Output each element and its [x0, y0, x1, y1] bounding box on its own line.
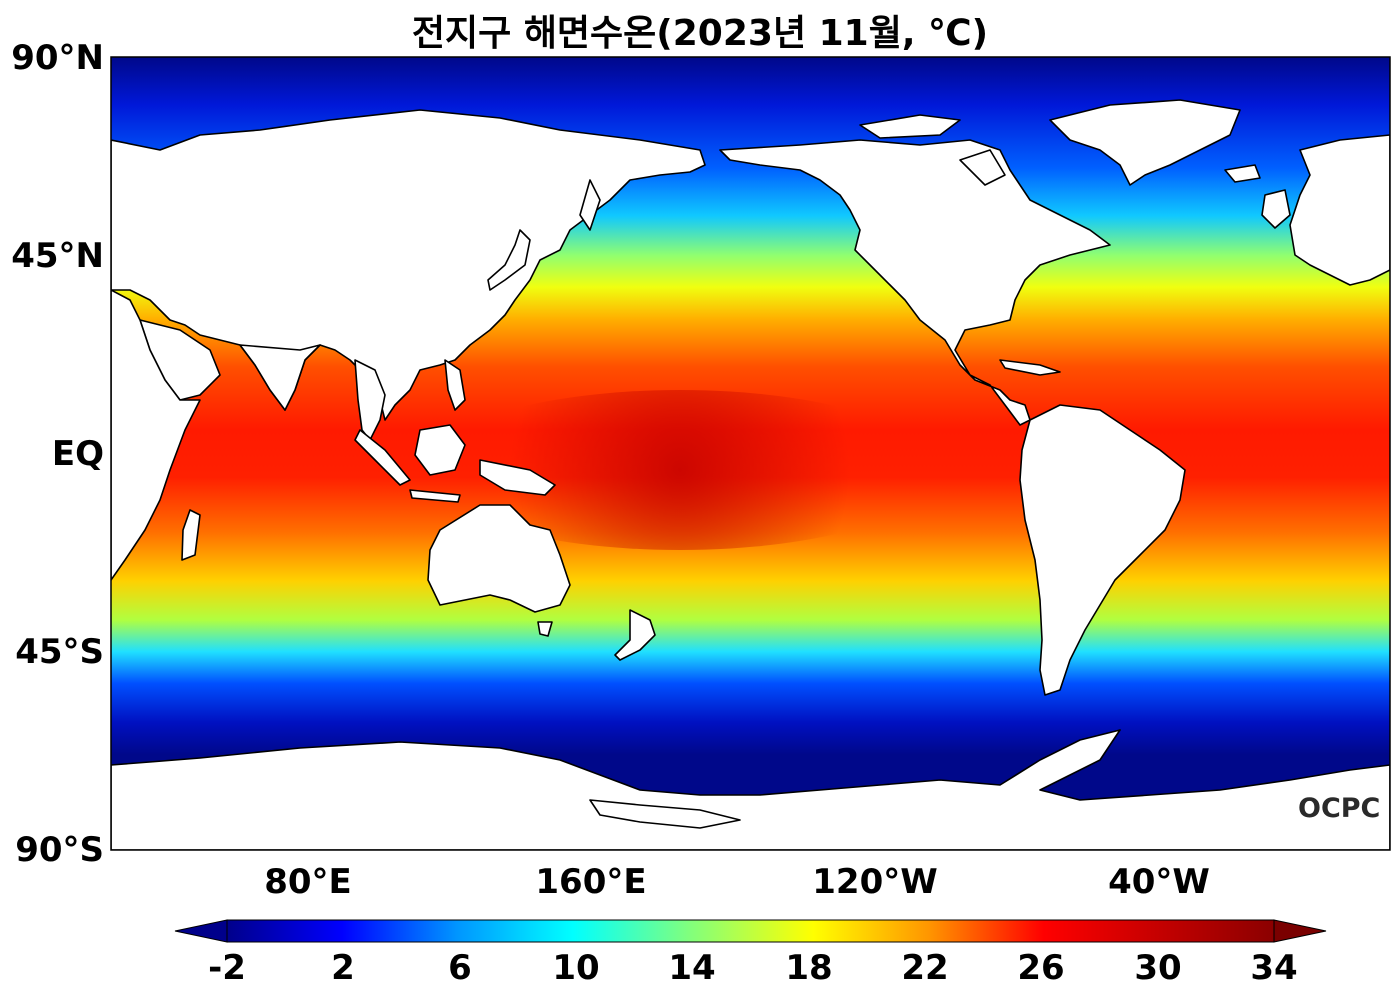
landmass-australia	[427, 504, 571, 613]
colorbar-tick: 22	[901, 948, 949, 988]
colorbar-max-arrow	[1273, 919, 1327, 943]
colorbar-tick: 18	[785, 948, 833, 988]
landmass-india	[239, 344, 321, 411]
landmass-japan	[487, 229, 531, 291]
landmass-europe	[1289, 134, 1390, 286]
lat-label-45n: 45°N	[11, 236, 104, 276]
ocpc-logo: OCPC	[1298, 793, 1381, 824]
colorbar-tick: 34	[1250, 948, 1298, 988]
landmass-greenland	[1049, 99, 1241, 186]
map-frame	[110, 56, 1391, 851]
land-masses	[111, 99, 1390, 850]
landmass-north-america	[719, 139, 1111, 426]
lat-label-90n: 90°N	[11, 38, 104, 78]
colorbar-tick: 2	[331, 948, 355, 988]
colorbar-tick: 26	[1017, 948, 1065, 988]
colorbar-body	[226, 919, 1275, 943]
landmass-new-zealand	[614, 609, 656, 661]
colorbar	[174, 919, 1327, 943]
lon-label-160e: 160°E	[535, 862, 647, 902]
landmass-antarctica	[111, 729, 1390, 850]
lat-label-eq: EQ	[51, 434, 104, 474]
colorbar-tick: 10	[552, 948, 600, 988]
colorbar-tick: 6	[448, 948, 472, 988]
map-title: 전지구 해면수온(2023년 11월, ℃)	[411, 13, 989, 54]
colorbar-tick: 14	[668, 948, 716, 988]
colorbar-tick: -2	[208, 948, 246, 988]
lon-label-120w: 120°W	[812, 862, 938, 902]
lat-label-45s: 45°S	[15, 632, 104, 672]
lat-label-90s: 90°S	[15, 830, 104, 870]
lon-label-80e: 80°E	[264, 862, 352, 902]
colorbar-tick: 30	[1134, 948, 1182, 988]
landmass-south-america	[1019, 404, 1186, 696]
colorbar-min-arrow	[174, 919, 228, 943]
lon-label-40w: 40°W	[1108, 862, 1210, 902]
landmass-africa	[111, 289, 201, 581]
warm-pool	[420, 390, 940, 550]
